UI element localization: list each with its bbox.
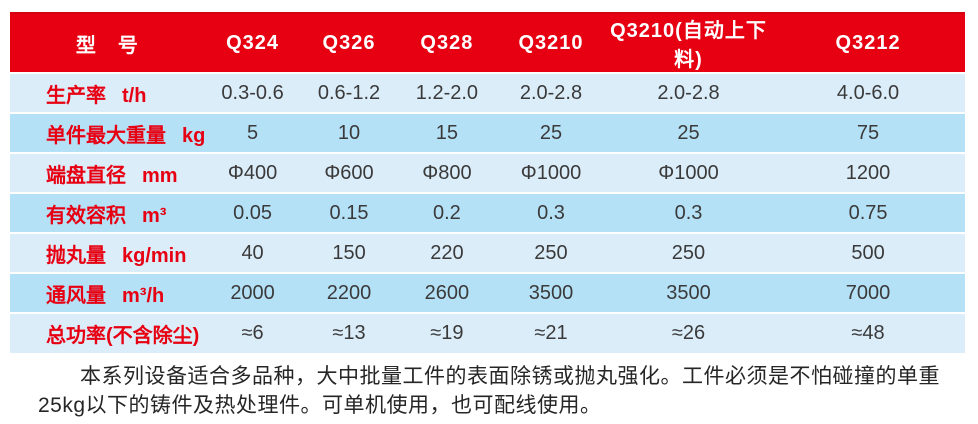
spec-value: 220 bbox=[397, 232, 497, 273]
spec-value: 0.15 bbox=[300, 192, 398, 233]
spec-row-label-cell: 通风量 m³/h bbox=[10, 272, 205, 313]
row-label: 通风量 bbox=[46, 284, 106, 307]
table-header-row: 型 号 Q324 Q326 Q328 Q3210 Q3210(自动上下料) Q3212 bbox=[10, 12, 965, 73]
spec-value: 2600 bbox=[397, 272, 497, 313]
spec-row: 总功率(不含除尘) ≈6 ≈13 ≈19 ≈21 ≈26 ≈48 bbox=[10, 312, 965, 353]
spec-value: 3500 bbox=[605, 272, 772, 313]
spec-value: Φ600 bbox=[300, 152, 398, 193]
spec-value: 0.3-0.6 bbox=[204, 72, 301, 113]
spec-row: 生产率 t/h 0.3-0.6 0.6-1.2 1.2-2.0 2.0-2.8 2.0-2.… bbox=[10, 72, 965, 113]
spec-value: Φ400 bbox=[204, 152, 301, 193]
row-label: 生产率 bbox=[46, 84, 106, 107]
spec-value: 15 bbox=[397, 112, 497, 153]
row-unit: mm bbox=[142, 164, 178, 187]
spec-value: Φ1000 bbox=[605, 152, 772, 193]
spec-value: 500 bbox=[771, 232, 965, 273]
spec-row: 单件最大重量 kg 5 10 15 25 25 75 bbox=[10, 112, 965, 153]
spec-value: ≈19 bbox=[397, 312, 497, 353]
spec-value: 2.0-2.8 bbox=[605, 72, 772, 113]
spec-value: 2000 bbox=[204, 272, 301, 313]
spec-value: 40 bbox=[204, 232, 301, 273]
spec-value: 0.2 bbox=[397, 192, 497, 233]
spec-row-label-cell: 生产率 t/h bbox=[10, 72, 205, 113]
spec-value: 1200 bbox=[771, 152, 965, 193]
spec-value: 0.3 bbox=[605, 192, 772, 233]
spec-row: 通风量 m³/h 2000 2200 2600 3500 3500 7000 bbox=[10, 272, 965, 313]
spec-value: 10 bbox=[300, 112, 398, 153]
spec-value: 2200 bbox=[300, 272, 398, 313]
row-label: 端盘直径 bbox=[46, 164, 126, 187]
description-paragraph: 本系列设备适合多品种，大中批量工件的表面除锈或抛丸强化。工件必须是不怕碰撞的单重… bbox=[38, 362, 943, 420]
model-header: Q3212 bbox=[771, 12, 965, 73]
spec-value: 0.05 bbox=[204, 192, 301, 233]
spec-value: ≈6 bbox=[204, 312, 301, 353]
row-label: 单件最大重量 bbox=[46, 124, 166, 147]
spec-value: 3500 bbox=[496, 272, 606, 313]
row-unit: kg bbox=[182, 124, 206, 147]
row-unit: m³ bbox=[142, 204, 167, 227]
spec-value: 250 bbox=[496, 232, 606, 273]
spec-value: ≈21 bbox=[496, 312, 606, 353]
spec-row: 端盘直径 mm Φ400 Φ600 Φ800 Φ1000 Φ1000 1200 bbox=[10, 152, 965, 193]
spec-value: 2.0-2.8 bbox=[496, 72, 606, 113]
spec-value: 0.6-1.2 bbox=[300, 72, 398, 113]
spec-value: 4.0-6.0 bbox=[771, 72, 965, 113]
row-unit: m³/h bbox=[122, 284, 165, 307]
spec-value: 75 bbox=[771, 112, 965, 153]
spec-value: 25 bbox=[605, 112, 772, 153]
spec-value: ≈13 bbox=[300, 312, 398, 353]
model-header: Q3210 bbox=[496, 12, 606, 73]
row-unit: t/h bbox=[122, 84, 147, 107]
row-label: 有效容积 bbox=[46, 204, 126, 227]
row-label: 抛丸量 bbox=[46, 244, 106, 267]
spec-value: Φ1000 bbox=[496, 152, 606, 193]
description-line: 本系列设备适合多品种，大中批量工件的表面除锈或抛丸强化。工件必须是不怕碰撞的单重 bbox=[80, 365, 940, 388]
row-label: 总功率(不含除尘) bbox=[46, 325, 200, 347]
model-header: Q326 bbox=[300, 12, 398, 73]
spec-row-label-cell: 单件最大重量 kg bbox=[10, 112, 206, 153]
spec-value: 0.3 bbox=[496, 192, 606, 233]
spec-row-label-cell: 总功率(不含除尘) bbox=[10, 312, 205, 353]
model-header: Q328 bbox=[397, 12, 497, 73]
spec-row-label-cell: 抛丸量 kg/min bbox=[10, 232, 205, 273]
spec-row-label-cell: 端盘直径 mm bbox=[10, 152, 205, 193]
spec-row: 有效容积 m³ 0.05 0.15 0.2 0.3 0.3 0.75 bbox=[10, 192, 965, 233]
spec-value: 150 bbox=[300, 232, 398, 273]
spec-value: ≈26 bbox=[605, 312, 772, 353]
spec-value: 1.2-2.0 bbox=[397, 72, 497, 113]
model-header: Q324 bbox=[204, 12, 301, 73]
model-header: Q3210(自动上下料) bbox=[605, 12, 772, 73]
spec-row: 抛丸量 kg/min 40 150 220 250 250 500 bbox=[10, 232, 965, 273]
spec-value: 5 bbox=[204, 112, 301, 153]
spec-value: 25 bbox=[496, 112, 606, 153]
spec-value: Φ800 bbox=[397, 152, 497, 193]
spec-value: 7000 bbox=[771, 272, 965, 313]
spec-row-label-cell: 有效容积 m³ bbox=[10, 192, 205, 233]
model-label-header: 型 号 bbox=[10, 12, 205, 73]
description-line: 25kg以下的铸件及热处理件。可单机使用，也可配线使用。 bbox=[38, 394, 602, 417]
spec-value: 0.75 bbox=[771, 192, 965, 233]
spec-table: 型 号 Q324 Q326 Q328 Q3210 Q3210(自动上下料) Q3212 生产… bbox=[10, 12, 965, 353]
spec-value: ≈48 bbox=[771, 312, 965, 353]
spec-value: 250 bbox=[605, 232, 772, 273]
row-unit: kg/min bbox=[122, 244, 187, 267]
